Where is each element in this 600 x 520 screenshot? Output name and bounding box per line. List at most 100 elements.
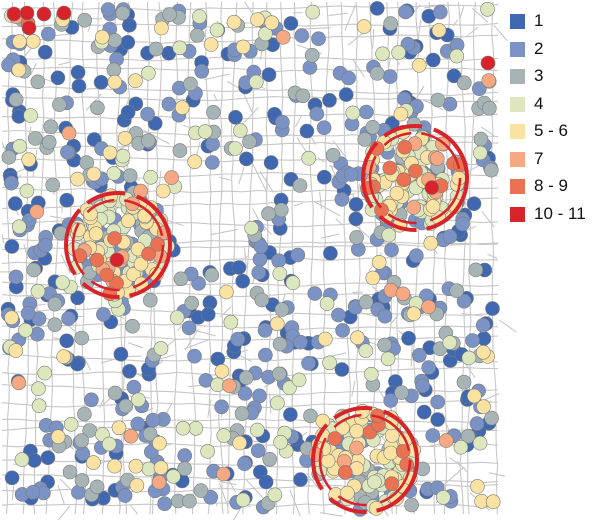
point [285, 275, 301, 291]
point [397, 139, 412, 155]
point [394, 385, 409, 400]
point [331, 307, 346, 323]
point [150, 236, 165, 252]
point [442, 335, 458, 350]
road [452, 19, 459, 27]
point [89, 252, 105, 268]
road [294, 115, 302, 127]
legend-item-5-6: 5 - 6 [510, 120, 600, 148]
road [442, 467, 464, 487]
point [304, 47, 320, 63]
point [406, 200, 422, 215]
point [1, 149, 17, 165]
point [106, 166, 122, 181]
point [152, 435, 167, 451]
point [4, 175, 19, 191]
point [183, 76, 198, 92]
point [56, 349, 72, 364]
road [22, 1, 29, 515]
point [456, 75, 472, 91]
point [59, 192, 75, 208]
point [19, 5, 35, 21]
road [213, 93, 218, 102]
point [234, 406, 250, 422]
point [239, 151, 254, 167]
point [273, 202, 289, 218]
point [293, 472, 308, 487]
point [375, 46, 390, 62]
point [26, 262, 42, 278]
point [235, 492, 251, 508]
point [272, 336, 288, 352]
road [166, 338, 177, 348]
point [365, 120, 381, 135]
point [252, 251, 268, 267]
point [350, 330, 365, 346]
road [328, 12, 348, 17]
point [250, 12, 265, 27]
point [291, 372, 307, 388]
point [238, 370, 254, 386]
point [115, 5, 130, 21]
point [295, 88, 311, 104]
point [106, 62, 122, 78]
road [227, 1, 238, 514]
point [267, 487, 283, 503]
legend-item-8-9: 8 - 9 [510, 175, 600, 203]
point [40, 26, 56, 42]
legend-item-10-11: 10 - 11 [510, 203, 600, 231]
point [303, 408, 318, 424]
point [96, 307, 111, 322]
road [481, 210, 495, 228]
point [118, 398, 134, 414]
point [383, 445, 399, 461]
point [485, 301, 500, 316]
point [172, 143, 188, 158]
point [250, 443, 266, 459]
road [332, 140, 346, 157]
point [30, 283, 46, 299]
point [369, 1, 385, 16]
point [365, 270, 381, 286]
point [475, 317, 491, 333]
road [319, 512, 343, 517]
point [8, 269, 24, 285]
point [56, 5, 72, 21]
point [311, 31, 326, 47]
point [204, 267, 220, 283]
point [206, 105, 221, 120]
road [5, 1, 14, 515]
point [476, 399, 491, 415]
point [233, 123, 248, 138]
point [184, 295, 199, 311]
point [126, 267, 141, 282]
road [1, 234, 5, 244]
road [465, 26, 479, 38]
point [59, 333, 74, 349]
road [488, 472, 506, 477]
road [210, 228, 238, 236]
point [153, 341, 169, 356]
legend-swatch [510, 96, 525, 112]
point [293, 334, 308, 350]
point [140, 106, 155, 122]
point [305, 4, 321, 20]
point [470, 479, 485, 494]
road [252, 164, 267, 192]
point [270, 395, 285, 411]
point [120, 105, 136, 120]
hotspot-ring [361, 124, 469, 232]
point [107, 74, 123, 90]
road [226, 80, 238, 88]
point [19, 183, 35, 199]
road [238, 167, 245, 185]
road [493, 24, 508, 42]
point [327, 431, 343, 446]
point [71, 78, 87, 94]
point [449, 283, 465, 299]
point [45, 177, 61, 193]
point [122, 363, 137, 379]
legend-label: 2 [534, 38, 544, 58]
road [183, 338, 210, 350]
point [187, 154, 202, 169]
